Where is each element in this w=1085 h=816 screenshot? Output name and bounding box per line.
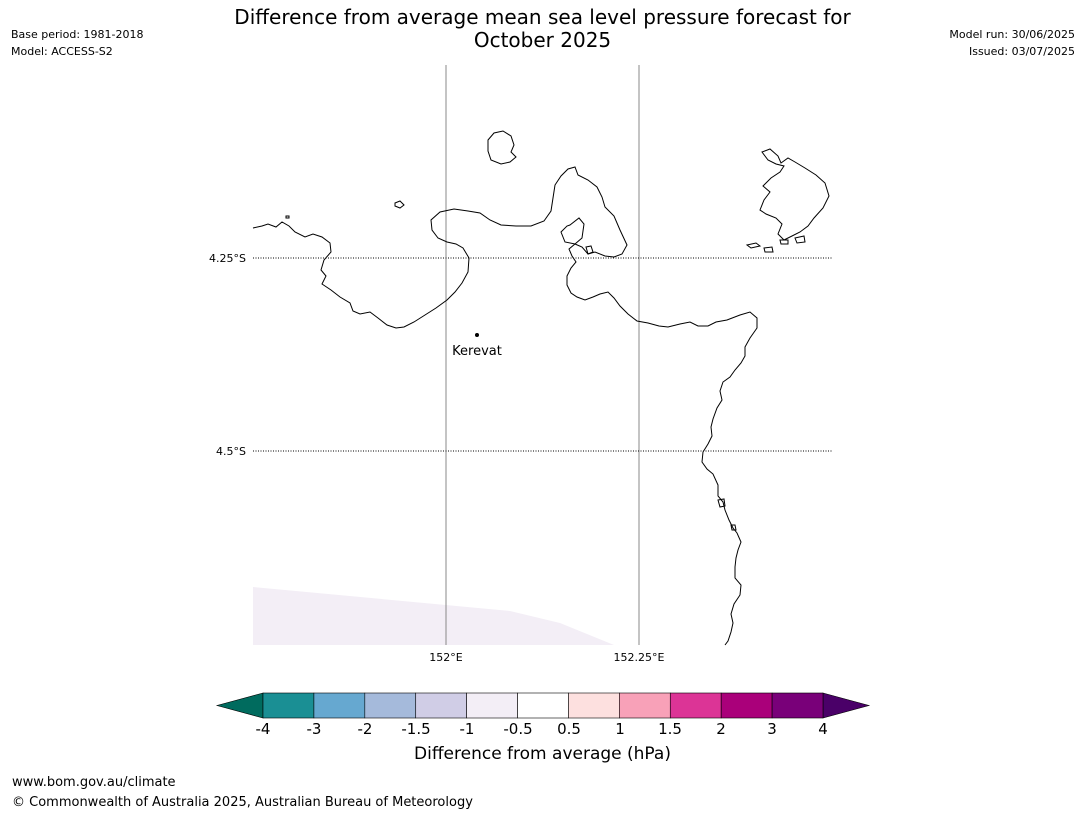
colorbar-bin <box>568 692 620 719</box>
longitude-label-152: 152°E <box>429 651 462 664</box>
coastline-main <box>252 166 758 646</box>
colorbar-bin <box>669 692 722 719</box>
coastline-islet-ne-2 <box>763 246 774 253</box>
coastline-group <box>252 130 830 646</box>
colorbar-tick: 3 <box>767 720 777 738</box>
coastline-islet-west <box>394 200 405 209</box>
coastline-inner-peninsula <box>560 217 585 245</box>
kerevat-label: Kerevat <box>452 344 502 359</box>
colorbar-tick: -3 <box>306 720 322 738</box>
colorbar-bin <box>364 692 417 719</box>
model-text: Model: ACCESS-S2 <box>11 45 113 58</box>
coastline-islet-east-2 <box>730 524 737 531</box>
latitude-label-4-25: 4.25°S <box>209 252 246 265</box>
footer-url[interactable]: www.bom.gov.au/climate <box>12 775 176 790</box>
coastline-islet-ne-1 <box>745 242 762 249</box>
colorbar-bin <box>262 692 315 719</box>
issued-text: Issued: 03/07/2025 <box>968 45 1075 58</box>
colorbar <box>215 692 871 719</box>
coastline-islands-northeast <box>759 148 830 241</box>
base-period-text: Base period: 1981-2018 <box>11 28 144 41</box>
coastline-islet-ne-4 <box>794 235 806 244</box>
colorbar-title: Difference from average (hPa) <box>414 744 671 764</box>
colorbar-extend-min <box>215 692 264 719</box>
map-title-line2: October 2025 <box>473 28 612 52</box>
latitude-label-4-5: 4.5°S <box>216 445 246 458</box>
colorbar-bin <box>415 692 467 719</box>
coastline-islet-east-1 <box>717 498 726 508</box>
coastline-island-north <box>487 130 517 165</box>
colorbar-bin <box>517 692 569 719</box>
forecast-metadata-right: Model run: 30/06/2025 Issued: 03/07/2025 <box>949 26 1075 60</box>
coastline-islet-dot <box>285 215 290 219</box>
colorbar-tick: -1 <box>459 720 475 738</box>
coastline-islet-small <box>585 245 594 255</box>
longitude-label-152-25: 152.25°E <box>614 651 665 664</box>
colorbar-bin <box>313 692 366 719</box>
colorbar-tick: 1.5 <box>658 720 682 738</box>
colorbar-bin <box>619 692 671 719</box>
colorbar-tick: -1.5 <box>401 720 431 738</box>
colorbar-tick: 1 <box>615 720 625 738</box>
coastline-islet-ne-3 <box>779 239 789 245</box>
colorbar-tick: 4 <box>818 720 828 738</box>
colorbar-tick: -0.5 <box>503 720 533 738</box>
forecast-metadata-left: Base period: 1981-2018 Model: ACCESS-S2 <box>11 26 143 60</box>
colorbar-bin <box>771 692 824 719</box>
footer-copyright: © Commonwealth of Australia 2025, Austra… <box>12 795 473 810</box>
kerevat-marker <box>475 333 479 337</box>
colorbar-bin <box>466 692 518 719</box>
colorbar-extend-max <box>822 692 871 719</box>
anomaly-shading-region <box>253 587 614 645</box>
model-run-text: Model run: 30/06/2025 <box>949 28 1075 41</box>
map-title-line1: Difference from average mean sea level p… <box>234 5 851 29</box>
colorbar-bin <box>720 692 773 719</box>
colorbar-tick: 0.5 <box>557 720 581 738</box>
colorbar-tick: 2 <box>716 720 726 738</box>
colorbar-tick: -4 <box>255 720 271 738</box>
colorbar-tick: -2 <box>357 720 373 738</box>
map-title: Difference from average mean sea level p… <box>0 6 1085 52</box>
